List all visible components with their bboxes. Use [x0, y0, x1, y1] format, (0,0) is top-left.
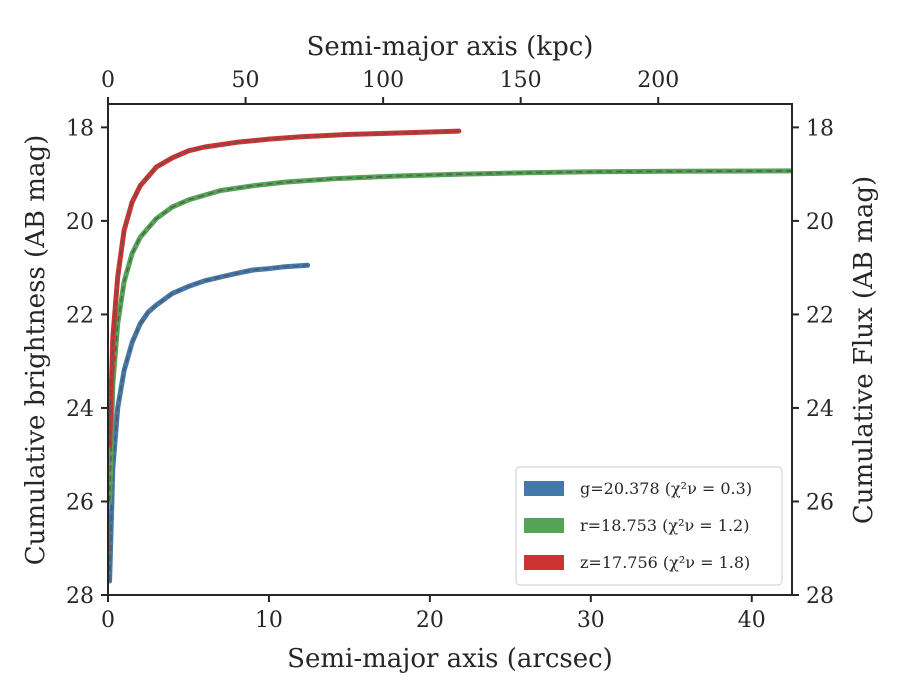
series-line-g	[108, 262, 311, 584]
right-y-tick-label: 20	[806, 210, 834, 235]
legend: g=20.378 (χ²ν = 0.3) r=18.753 (χ²ν = 1.2)…	[515, 466, 783, 586]
y-tick-label: 28	[66, 584, 94, 609]
y-tick-label: 20	[66, 210, 94, 235]
right-y-tick-label: 28	[806, 584, 834, 609]
x-tick-label: 20	[416, 608, 444, 633]
legend-entry-label: z=17.756 (χ²ν = 1.8)	[580, 553, 750, 572]
series-line-z	[108, 128, 462, 448]
y-tick-label: 24	[66, 397, 94, 422]
legend-swatch	[524, 518, 564, 533]
top-x-axis-title: Semi-major axis (kpc)	[307, 32, 594, 62]
x-tick-label: 0	[101, 608, 115, 633]
model-line-r	[108, 170, 792, 502]
right-y-tick-label: 26	[806, 490, 834, 515]
x-axis-title: Semi-major axis (arcsec)	[287, 644, 613, 674]
top-x-tick-label: 50	[232, 68, 260, 93]
legend-box	[515, 466, 783, 586]
ticks-layer: 0 10 20 30 40 0 50 100 150 200 18 18 20 20 22 22 24 24 26 2…	[66, 68, 834, 633]
series-line-r	[108, 168, 792, 504]
legend-entry-label: g=20.378 (χ²ν = 0.3)	[580, 479, 752, 498]
x-tick-label: 10	[255, 608, 283, 633]
series-layer	[108, 128, 792, 584]
y-tick-label: 22	[66, 303, 94, 328]
axes-layer	[107, 103, 793, 596]
legend-swatch	[524, 481, 564, 496]
right-y-tick-label: 24	[806, 397, 834, 422]
top-x-tick-label: 200	[637, 68, 679, 93]
top-x-tick-label: 150	[500, 68, 542, 93]
top-x-tick-label: 0	[101, 68, 115, 93]
plot-frame	[107, 103, 793, 596]
model-line-z	[108, 130, 459, 446]
y-axis-title: Cumulative brightness (AB mag)	[21, 135, 51, 566]
x-tick-label: 40	[738, 608, 766, 633]
x-tick-label: 30	[577, 608, 605, 633]
right-y-axis-title: Cumulative Flux (AB mag)	[849, 176, 879, 524]
right-y-tick-label: 22	[806, 303, 834, 328]
y-tick-label: 26	[66, 490, 94, 515]
y-tick-label: 18	[66, 116, 94, 141]
legend-swatch	[524, 555, 564, 570]
model-line-g	[108, 264, 308, 582]
legend-entry-label: r=18.753 (χ²ν = 1.2)	[580, 516, 749, 535]
top-x-tick-label: 100	[362, 68, 404, 93]
right-y-tick-label: 18	[806, 116, 834, 141]
